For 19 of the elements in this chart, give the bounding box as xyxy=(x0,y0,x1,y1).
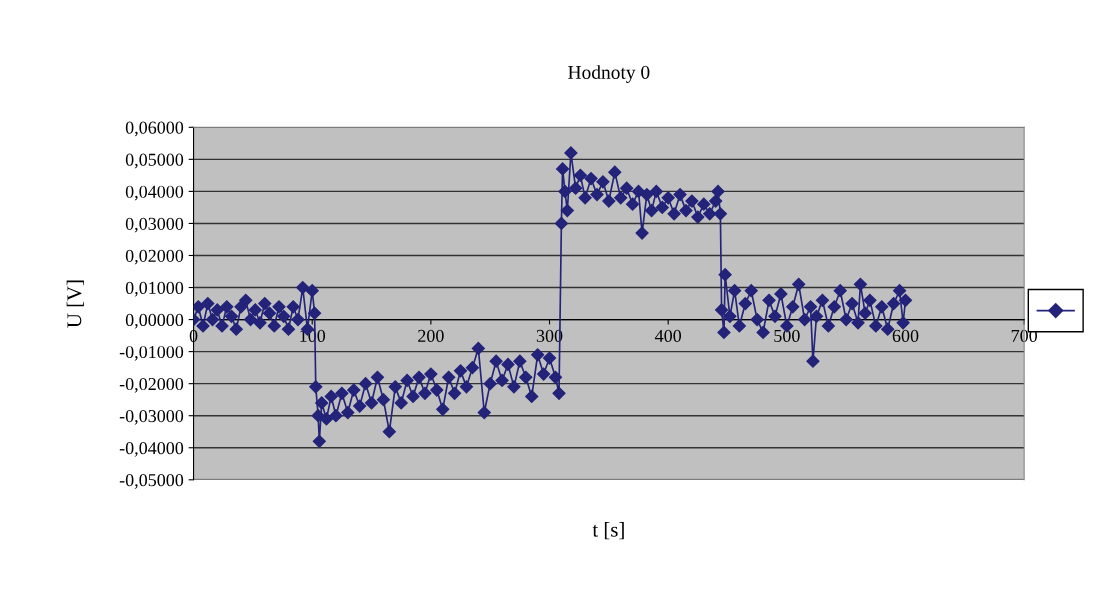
y-tick-label: 0,06000 xyxy=(125,121,184,137)
chart-title: Hodnoty 0 xyxy=(568,65,650,83)
y-tick-label: 0,00000 xyxy=(125,313,184,329)
y-tick-label: 0,05000 xyxy=(125,153,184,169)
y-tick-label: 0,04000 xyxy=(125,185,184,201)
y-tick-label: -0,03000 xyxy=(119,409,184,425)
x-tick-label: 400 xyxy=(654,329,682,342)
y-tick-label: 0,01000 xyxy=(125,281,184,297)
x-axis-title: t [s] xyxy=(592,522,624,540)
y-tick-label: -0,05000 xyxy=(119,474,184,489)
y-tick-label: -0,01000 xyxy=(119,345,184,361)
y-tick-label: 0,02000 xyxy=(125,249,184,265)
x-tick-label: 200 xyxy=(418,329,444,342)
x-tick-label: 500 xyxy=(774,329,800,342)
y-axis-title: U [V] xyxy=(66,280,84,328)
y-tick-label: -0,02000 xyxy=(119,377,184,393)
y-tick-label: 0,03000 xyxy=(125,217,184,233)
x-tick-label: 600 xyxy=(892,329,919,342)
y-tick-label: -0,04000 xyxy=(119,442,184,457)
